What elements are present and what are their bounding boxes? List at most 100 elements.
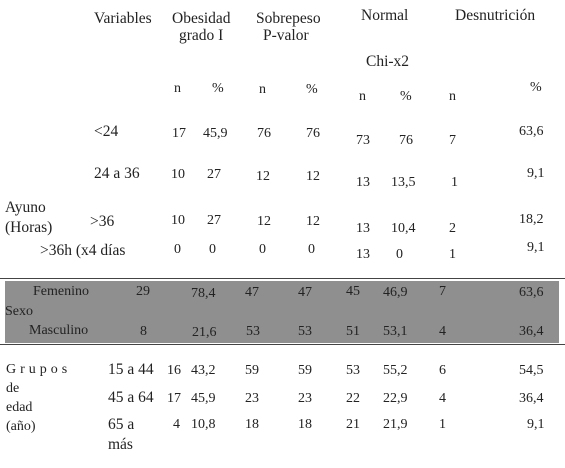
cell: 59 (298, 363, 312, 378)
cell: 10,8 (191, 417, 216, 432)
header-pct-sobrepeso: % (306, 82, 318, 97)
cell: 4 (173, 417, 180, 432)
edad-label-line2: de (6, 381, 20, 396)
header-sobrepeso-line2: P-valor (263, 27, 309, 44)
cell: 17 (172, 126, 186, 141)
cell: 13,5 (391, 175, 416, 190)
header-n-normal: n (359, 89, 366, 104)
cell: 27 (207, 213, 221, 228)
cell: 29 (136, 284, 150, 299)
cell: 18 (298, 417, 312, 432)
ayuno-label-line2: (Horas) (5, 219, 53, 236)
cell: 53,1 (383, 324, 408, 339)
cell: 47 (298, 285, 312, 300)
cell: 12 (257, 214, 271, 229)
header-pct-desnutricion: % (530, 80, 542, 95)
cell: 63,6 (519, 124, 544, 139)
cell: 1 (449, 247, 456, 262)
header-sobrepeso-line1: Sobrepeso (256, 10, 321, 27)
cell: 9,1 (527, 240, 545, 255)
cell: 12 (306, 214, 320, 229)
ayuno-label-line1: Ayuno (5, 199, 46, 216)
row-label-line1: 65 a (108, 416, 135, 433)
cell: 47 (245, 285, 259, 300)
cell: 10 (171, 213, 185, 228)
header-variables: Variables (94, 10, 152, 27)
cell: 0 (396, 247, 403, 262)
cell: 0 (174, 242, 181, 257)
cell: 0 (308, 242, 315, 257)
cell: 7 (439, 284, 446, 299)
cell: 76 (399, 133, 413, 148)
row-label: Femenino (33, 284, 89, 299)
cell: 6 (439, 363, 446, 378)
cell: 7 (449, 133, 456, 148)
edad-label-line3: edad (6, 400, 33, 415)
header-obesidad-line1: Obesidad (172, 10, 231, 27)
cell: 27 (207, 167, 221, 182)
cell: 21,6 (192, 325, 217, 340)
row-label: >36h (x4 días (40, 242, 126, 259)
cell: 9,1 (527, 166, 545, 181)
cell: 22 (346, 391, 360, 406)
cell: 54,5 (519, 363, 544, 378)
cell: 18,2 (519, 212, 544, 227)
cell: 36,4 (519, 391, 544, 406)
row-label: 45 a 64 (108, 389, 154, 406)
cell: 17 (167, 391, 181, 406)
header-n-obesidad: n (174, 81, 181, 96)
cell: 43,2 (191, 363, 216, 378)
header-desnutricion: Desnutrición (455, 7, 536, 24)
cell: 45 (346, 284, 360, 299)
row-label: Masculino (29, 323, 89, 338)
cell: 59 (245, 363, 259, 378)
cell: 53 (346, 363, 360, 378)
cell: 16 (167, 363, 181, 378)
cell: 13 (356, 221, 370, 236)
header-pct-normal: % (400, 89, 412, 104)
cell: 45,9 (203, 126, 228, 141)
sexo-label: Sexo (5, 304, 33, 319)
cell: 12 (306, 169, 320, 184)
cell: 53 (298, 324, 312, 339)
cell: 51 (346, 324, 360, 339)
cell: 55,2 (383, 363, 408, 378)
cell: 9,1 (527, 417, 545, 432)
cell: 63,6 (519, 285, 544, 300)
divider (0, 344, 565, 345)
edad-label-line1: Grupos (6, 362, 72, 377)
cell: 21,9 (383, 417, 408, 432)
cell: 0 (209, 242, 216, 257)
header-normal: Normal (361, 7, 409, 24)
header-chi-x2: Chi-x2 (366, 53, 410, 70)
cell: 53 (246, 324, 260, 339)
header-obesidad-line2: grado I (179, 27, 224, 44)
cell: 10 (171, 167, 185, 182)
cell: 46,9 (383, 285, 408, 300)
cell: 73 (356, 133, 370, 148)
cell: 13 (356, 247, 370, 262)
row-label: 24 a 36 (94, 165, 140, 182)
cell: 22,9 (383, 391, 408, 406)
header-pct-obesidad: % (212, 81, 224, 96)
row-label: 15 a 44 (108, 361, 154, 378)
cell: 0 (259, 242, 266, 257)
cell: 23 (298, 391, 312, 406)
cell: 2 (449, 221, 456, 236)
cell: 13 (356, 175, 370, 190)
divider (0, 278, 565, 279)
cell: 45,9 (191, 391, 216, 406)
cell: 12 (256, 169, 270, 184)
cell: 21 (346, 417, 360, 432)
header-n-sobrepeso: n (259, 82, 266, 97)
edad-label-line4: (año) (6, 419, 36, 434)
row-label: >36 (90, 213, 115, 230)
cell: 4 (439, 324, 446, 339)
row-label: <24 (94, 123, 119, 140)
cell: 1 (439, 417, 446, 432)
cell: 10,4 (391, 221, 416, 236)
cell: 8 (140, 324, 147, 339)
header-n-desnutricion: n (449, 89, 456, 104)
cell: 36,4 (519, 324, 544, 339)
cell: 4 (439, 391, 446, 406)
